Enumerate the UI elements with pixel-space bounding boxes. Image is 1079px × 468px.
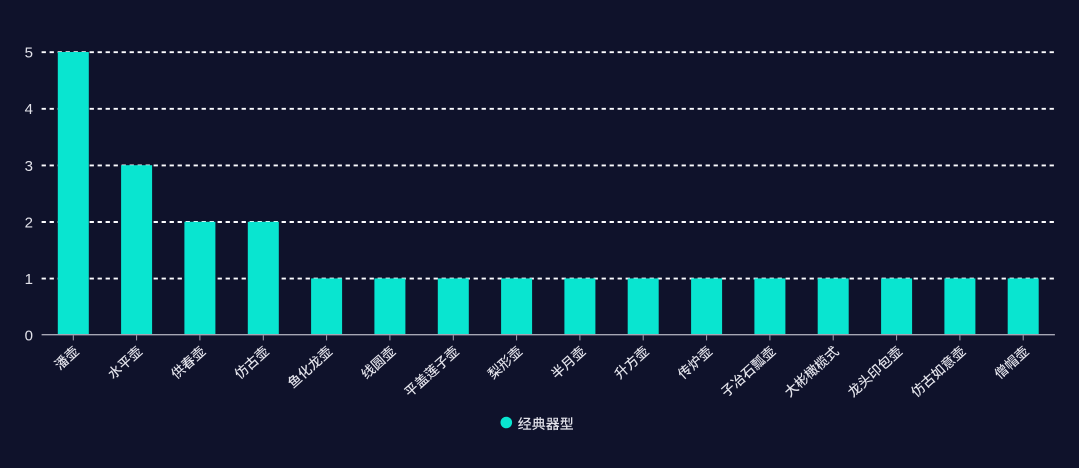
- svg-text:5: 5: [25, 45, 33, 62]
- svg-text:2: 2: [25, 214, 33, 231]
- svg-text:3: 3: [25, 158, 33, 175]
- svg-text:0: 0: [25, 328, 33, 345]
- svg-text:1: 1: [25, 271, 33, 288]
- svg-text:4: 4: [25, 101, 33, 118]
